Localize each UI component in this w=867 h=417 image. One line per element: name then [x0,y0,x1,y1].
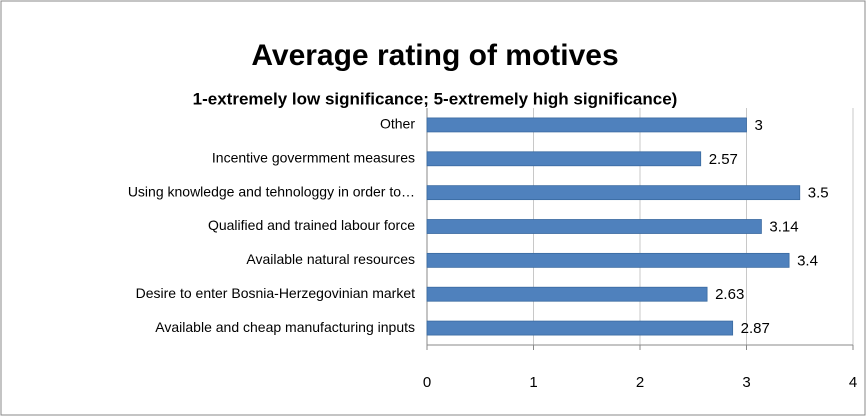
bar [426,219,762,234]
x-tick-label: 2 [636,374,644,391]
bar [426,117,747,133]
x-tick-label: 3 [742,374,750,391]
y-tick-label: Available natural resources [246,251,415,267]
y-tick-label: Desire to enter Bosnia-Herzegovinian mar… [136,285,415,301]
y-tick-label: Available and cheap manufacturing inputs [155,319,415,335]
bar [426,252,790,268]
bar [426,320,734,336]
value-label: 3.14 [769,218,798,235]
value-label: 2.63 [715,286,744,303]
y-tick-label: Using knowledge and tehnologgy in order … [128,183,415,199]
value-label: 3.5 [808,185,829,202]
y-tick-label: Incentive govermment measures [212,149,415,165]
bar [426,185,801,201]
bar [426,151,702,167]
value-label: 2.87 [741,320,770,337]
x-tick-label: 1 [529,374,537,391]
value-label: 3.4 [797,252,818,269]
chart-title: Average rating of motives [251,39,618,72]
value-label: 2.57 [709,151,738,168]
chart-subtitle: 1-extremely low significance; 5-extremel… [193,89,678,108]
value-label: 3 [755,117,763,134]
bar [426,286,708,302]
y-tick-label: Other [380,116,415,132]
x-tick-label: 0 [423,374,431,391]
x-tick-label: 4 [849,374,857,391]
y-tick-label: Qualified and trained labour force [208,217,415,233]
